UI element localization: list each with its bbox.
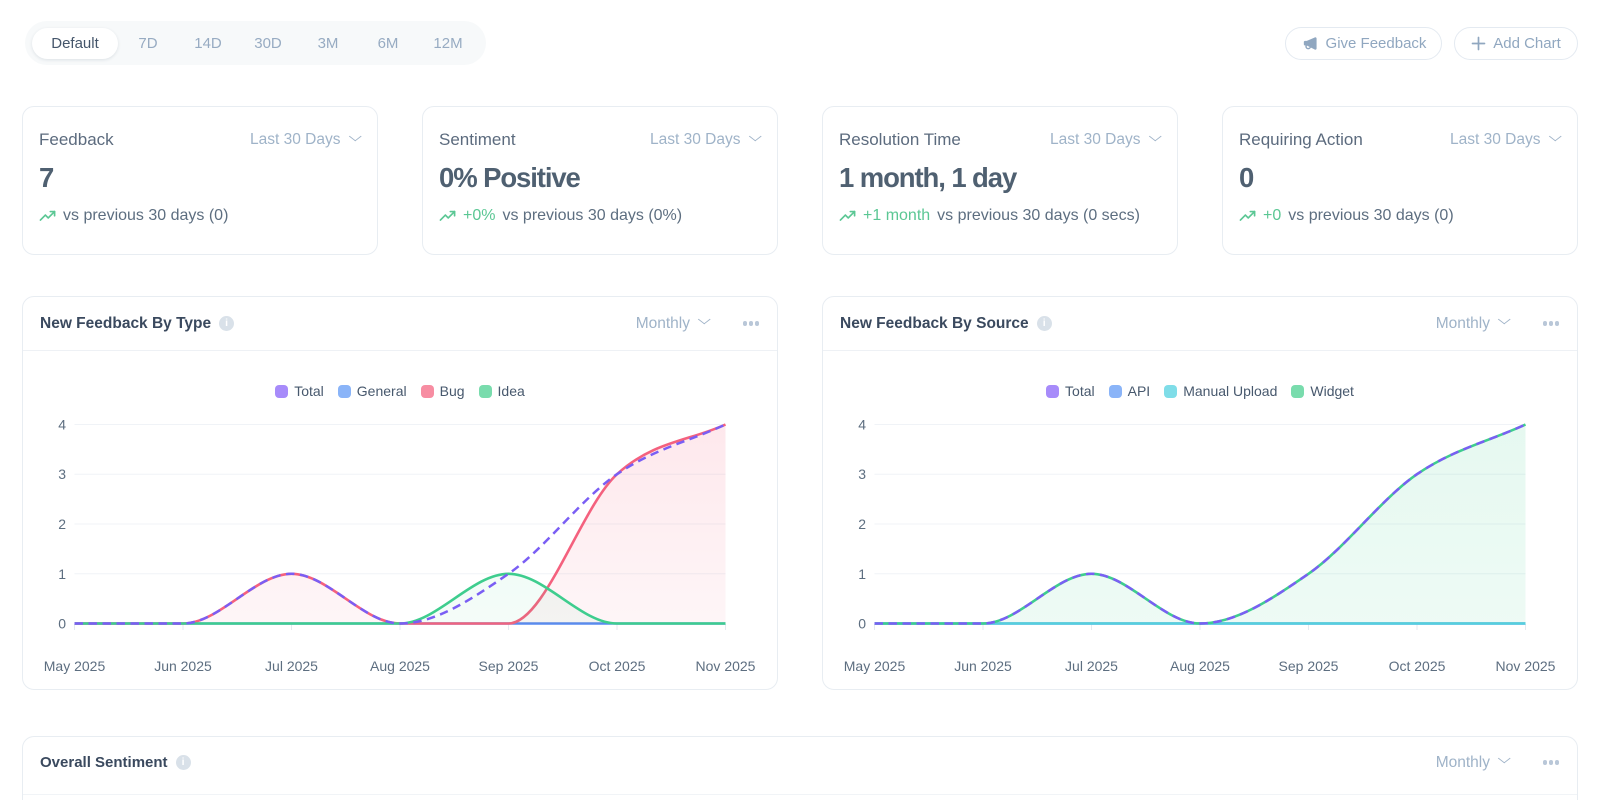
svg-text:1: 1 — [58, 566, 66, 582]
svg-text:Jul 2025: Jul 2025 — [265, 658, 318, 674]
svg-text:Jun 2025: Jun 2025 — [954, 658, 1012, 674]
svg-text:May 2025: May 2025 — [844, 658, 906, 674]
svg-text:1: 1 — [858, 566, 866, 582]
svg-text:2: 2 — [58, 516, 66, 532]
svg-text:Jun 2025: Jun 2025 — [154, 658, 212, 674]
svg-text:Oct 2025: Oct 2025 — [589, 658, 646, 674]
svg-text:3: 3 — [858, 466, 866, 482]
svg-text:4: 4 — [858, 417, 866, 433]
svg-text:May 2025: May 2025 — [44, 658, 106, 674]
svg-text:2: 2 — [858, 516, 866, 532]
svg-text:Aug 2025: Aug 2025 — [370, 658, 430, 674]
svg-text:0: 0 — [58, 616, 66, 632]
svg-text:Nov 2025: Nov 2025 — [696, 658, 756, 674]
svg-text:Sep 2025: Sep 2025 — [1279, 658, 1339, 674]
svg-text:4: 4 — [58, 417, 66, 433]
svg-text:Oct 2025: Oct 2025 — [1389, 658, 1446, 674]
svg-text:Nov 2025: Nov 2025 — [1496, 658, 1556, 674]
svg-text:Aug 2025: Aug 2025 — [1170, 658, 1230, 674]
svg-text:0: 0 — [858, 616, 866, 632]
svg-text:Jul 2025: Jul 2025 — [1065, 658, 1118, 674]
svg-text:3: 3 — [58, 466, 66, 482]
svg-text:Sep 2025: Sep 2025 — [479, 658, 539, 674]
